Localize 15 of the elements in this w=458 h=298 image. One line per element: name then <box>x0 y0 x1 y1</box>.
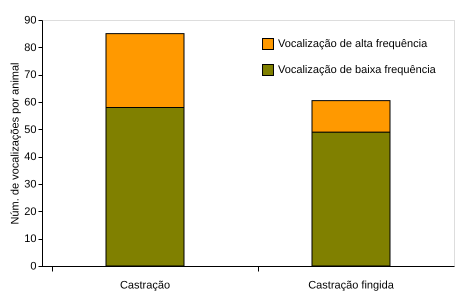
y-tick-label: 30 <box>24 178 36 190</box>
y-tick-label: 50 <box>24 124 36 136</box>
y-tick-label: 90 <box>24 14 36 26</box>
legend-label: Vocalização de baixa frequência <box>278 64 437 76</box>
y-tick-label: 0 <box>30 260 36 272</box>
y-axis-title: Núm. de vocalizações por animal <box>9 62 22 225</box>
x-tick-label: Castração <box>120 280 170 292</box>
y-tick-label: 40 <box>24 151 36 164</box>
y-tick-label: 20 <box>24 206 36 218</box>
y-tick-label: 10 <box>24 233 36 246</box>
legend-label: Vocalização de alta frequência <box>278 38 428 50</box>
x-tick-label: Castração fingida <box>308 280 395 292</box>
y-tick-label: 80 <box>24 42 36 54</box>
y-tick-label: 70 <box>24 69 36 82</box>
y-tick-label: 60 <box>24 96 36 108</box>
